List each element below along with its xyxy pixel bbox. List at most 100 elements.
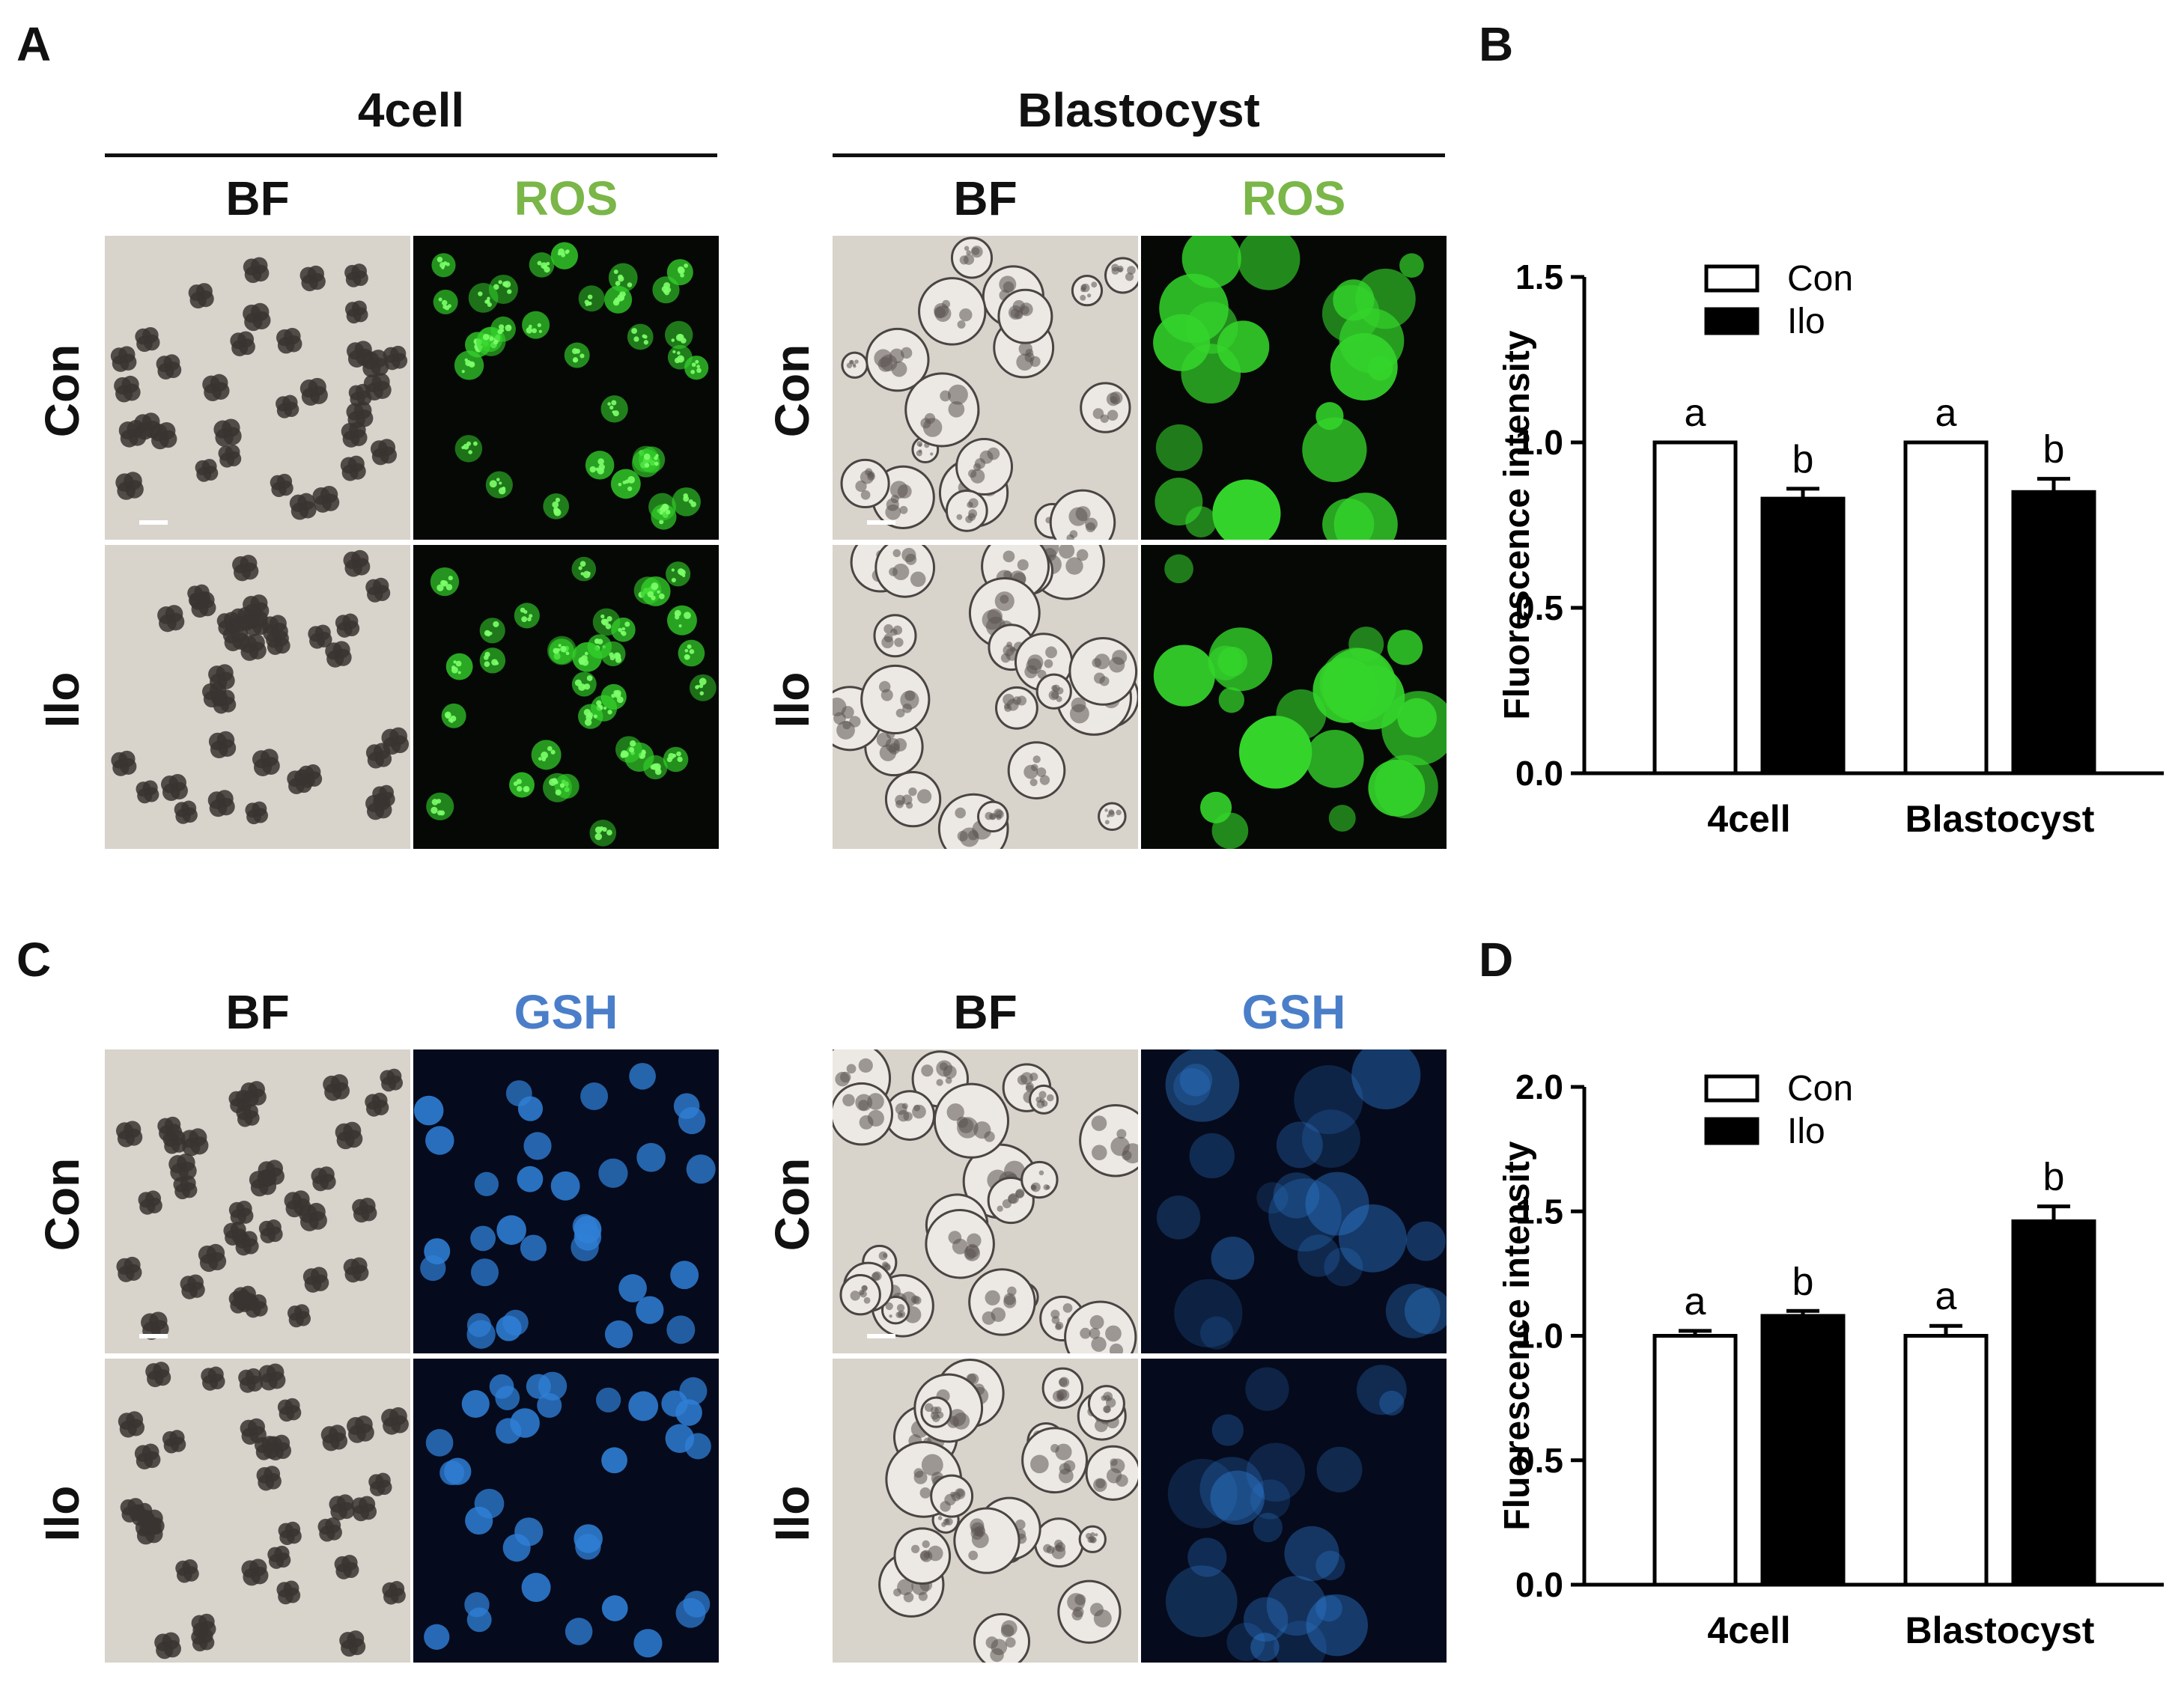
embryo xyxy=(208,664,235,691)
embryo xyxy=(287,769,312,795)
embryo xyxy=(1007,741,1066,799)
embryo xyxy=(380,1068,404,1092)
embryo xyxy=(299,265,326,292)
embryo xyxy=(1276,1121,1323,1169)
embryo xyxy=(413,1095,444,1126)
embryo xyxy=(1315,1594,1342,1622)
embryo xyxy=(520,1234,547,1261)
scale-bar xyxy=(139,1334,168,1338)
embryo xyxy=(256,1466,282,1491)
embryo xyxy=(955,438,1014,496)
embryo xyxy=(454,435,483,463)
col-label-bf: BF xyxy=(225,985,290,1039)
embryo xyxy=(610,469,641,499)
embryo xyxy=(335,1121,363,1150)
legend-swatch xyxy=(1704,1074,1759,1103)
embryo xyxy=(1210,1470,1265,1526)
embryo xyxy=(571,556,597,582)
embryo xyxy=(470,1258,499,1287)
embryo xyxy=(648,493,676,521)
embryo xyxy=(157,1116,183,1142)
embryo xyxy=(585,451,615,480)
embryo xyxy=(1080,382,1131,433)
group-rule-blastocyst xyxy=(833,153,1445,157)
x-tick-label: 4cell xyxy=(1707,798,1790,840)
y-tick-label: 0.0 xyxy=(1515,754,1563,793)
embryo xyxy=(1035,673,1072,710)
embryo xyxy=(629,1062,656,1090)
embryo xyxy=(344,263,368,287)
embryo xyxy=(317,1517,342,1542)
x-tick-label: Blastocyst xyxy=(1905,1609,2095,1651)
y-tick-label: 2.0 xyxy=(1515,1067,1563,1106)
y-tick-label: 1.5 xyxy=(1515,1192,1563,1231)
micrograph-blastocyst-ros-ilo xyxy=(1141,545,1447,849)
embryo xyxy=(1179,1063,1213,1097)
embryo xyxy=(873,614,917,658)
embryo xyxy=(276,327,302,354)
embryo xyxy=(302,1267,329,1293)
embryo xyxy=(633,1629,663,1658)
bar-con-1 xyxy=(1903,440,1989,776)
embryo xyxy=(433,289,458,314)
embryo xyxy=(365,1092,389,1117)
significance-letter: b xyxy=(2043,428,2065,472)
embryo xyxy=(381,1407,409,1435)
embryo xyxy=(1218,687,1244,713)
embryo xyxy=(564,342,590,368)
embryo xyxy=(1315,1550,1345,1581)
significance-letter: b xyxy=(1792,1260,1814,1303)
embryo xyxy=(598,1158,628,1188)
embryo xyxy=(1211,1414,1244,1446)
embryo xyxy=(1338,1204,1407,1273)
embryo xyxy=(1305,1171,1369,1236)
embryo xyxy=(1243,1597,1289,1642)
embryo xyxy=(111,750,137,776)
embryo xyxy=(138,1190,162,1215)
micrograph-blastocyst-bf-con xyxy=(833,1049,1138,1353)
embryo xyxy=(1250,1633,1280,1662)
micrograph-blastocyst-gsh-con xyxy=(1141,1049,1447,1353)
embryo xyxy=(678,639,705,667)
embryo xyxy=(118,1411,145,1438)
embryo xyxy=(135,326,160,353)
embryo xyxy=(608,263,638,293)
scale-bar xyxy=(867,1334,895,1338)
embryo xyxy=(600,641,626,666)
embryo xyxy=(243,302,271,332)
embryo xyxy=(441,703,466,728)
embryo xyxy=(1302,417,1367,483)
embryo xyxy=(347,1416,374,1443)
embryo xyxy=(110,346,137,372)
embryo xyxy=(299,377,328,406)
embryo xyxy=(930,1474,974,1518)
embryo xyxy=(529,252,555,278)
embryo xyxy=(933,1082,1010,1159)
embryo xyxy=(549,639,575,665)
embryo xyxy=(352,1197,377,1223)
embryo xyxy=(116,1256,142,1282)
embryo xyxy=(666,561,691,587)
embryo xyxy=(1087,1385,1125,1423)
embryo xyxy=(1079,1104,1138,1177)
scale-bar xyxy=(139,520,168,525)
embryo xyxy=(135,1517,163,1545)
embryo xyxy=(995,686,1038,730)
row-label-ilo: Ilo xyxy=(765,671,819,728)
embryo xyxy=(1268,1178,1342,1252)
embryo xyxy=(243,610,270,637)
embryo xyxy=(382,1581,406,1605)
significance-letter: b xyxy=(2043,1156,2065,1199)
embryo xyxy=(652,276,680,304)
embryo xyxy=(1211,812,1249,849)
micrograph-4cell-gsh-ilo xyxy=(413,1359,719,1663)
micrograph-blastocyst-bf-ilo xyxy=(833,1359,1138,1663)
embryo xyxy=(950,237,994,279)
embryo xyxy=(334,1555,359,1579)
embryo xyxy=(521,1573,551,1603)
y-tick-label: 0.5 xyxy=(1515,1441,1563,1480)
embryo xyxy=(289,493,317,520)
embryo xyxy=(678,1106,706,1135)
embryo xyxy=(258,1160,285,1186)
embryo xyxy=(684,356,709,380)
